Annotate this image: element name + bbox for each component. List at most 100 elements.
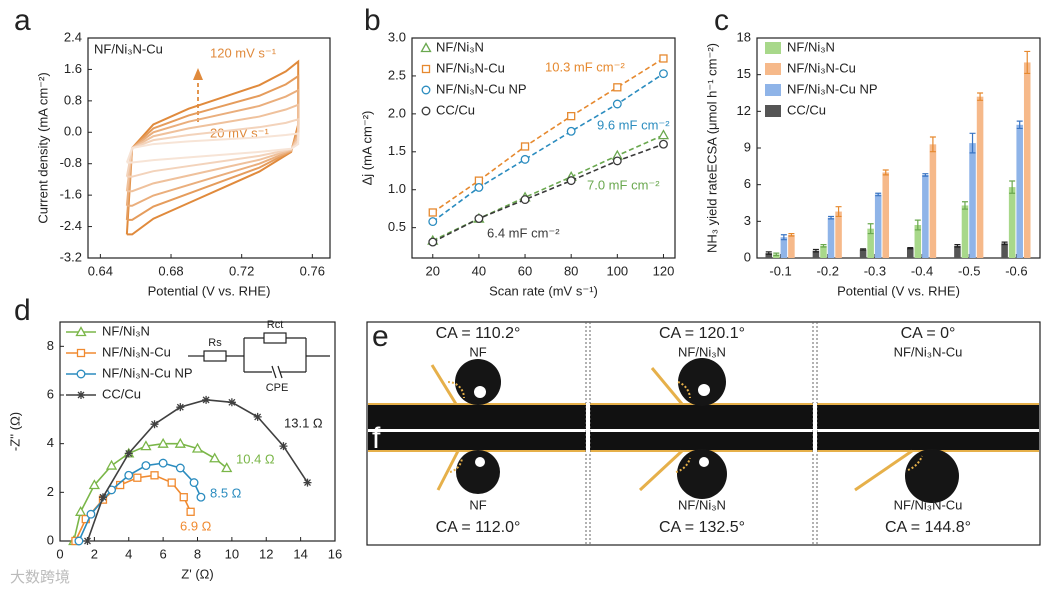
bar	[906, 248, 914, 258]
y-tick-label: 2	[47, 484, 54, 499]
legend-label: NF/Ni₃N-Cu	[436, 60, 505, 75]
x-tick-label: 60	[518, 263, 532, 278]
y-axis-label: -Z'' (Ω)	[7, 412, 22, 451]
panel-letter: d	[14, 294, 31, 327]
series-line	[86, 399, 309, 542]
marker	[140, 440, 152, 451]
x-tick-label: 0.76	[300, 263, 325, 278]
x-tick-label: 6	[160, 546, 167, 561]
error-bar	[765, 251, 772, 255]
annotation: 10.3 mF cm⁻²	[545, 59, 625, 74]
error-bar	[922, 173, 929, 177]
legend-swatch	[765, 84, 781, 96]
legend-label: NF/Ni₃N	[436, 39, 484, 54]
annotation: 120 mV s⁻¹	[210, 45, 277, 60]
bar	[976, 96, 984, 259]
bar	[954, 245, 961, 258]
marker	[474, 214, 484, 224]
marker	[520, 142, 530, 151]
marker	[428, 217, 438, 227]
y-tick-label: -1.6	[60, 187, 82, 202]
marker	[209, 452, 221, 463]
marker	[659, 139, 668, 149]
legend-label: NF/Ni₃N-Cu NP	[436, 81, 527, 96]
marker	[76, 348, 86, 358]
marker	[158, 458, 168, 468]
bar	[929, 144, 937, 258]
marker	[659, 69, 668, 79]
marker	[227, 398, 236, 407]
circuit-inset	[188, 332, 330, 379]
series-line	[125, 74, 300, 221]
contact-angle: CA = 0°	[901, 325, 956, 342]
x-tick-label: 8	[194, 546, 201, 561]
marker	[520, 195, 530, 205]
marker	[179, 493, 188, 502]
error-bar	[929, 136, 936, 153]
marker	[657, 129, 670, 140]
marker	[428, 208, 437, 217]
error-bar	[1001, 241, 1008, 246]
error-bar	[835, 206, 842, 218]
marker	[191, 442, 204, 453]
arrow-head	[193, 68, 203, 80]
error-bar	[914, 219, 921, 231]
marker	[420, 42, 432, 53]
marker	[175, 463, 185, 473]
y-tick-label: 1.0	[388, 181, 406, 196]
contact-angle: CA = 120.1°	[659, 325, 745, 342]
error-bar	[961, 201, 968, 210]
x-tick-label: 100	[606, 263, 628, 278]
error-bar	[812, 248, 819, 253]
x-tick-label: 2	[91, 546, 98, 561]
legend-label: CC/Cu	[436, 102, 475, 117]
x-tick-label: -0.1	[769, 263, 791, 278]
marker	[303, 478, 312, 487]
y-axis-label: Δj (mA cm⁻²)	[359, 111, 374, 186]
x-tick-label: -0.4	[911, 263, 933, 278]
plot-frame	[411, 37, 676, 259]
error-bar	[969, 132, 976, 154]
marker	[613, 83, 622, 92]
y-tick-label: 0	[47, 532, 54, 547]
bar	[780, 237, 788, 258]
legend-swatch	[765, 63, 781, 75]
contact-angle-panel: e f CA = 110.2° NF CA = 120.1° NF/Ni₃N C…	[366, 320, 1041, 546]
y-tick-label: 6	[47, 386, 54, 401]
legend-label: NF/Ni₃N-Cu NP	[787, 81, 878, 96]
x-axis-label: Potential (V vs. RHE)	[148, 283, 271, 298]
x-tick-label: 14	[293, 546, 307, 561]
marker	[124, 470, 134, 480]
contact-angle: CA = 112.0°	[436, 519, 521, 536]
marker	[124, 449, 133, 458]
marker	[86, 509, 96, 519]
marker	[421, 64, 431, 74]
marker	[421, 106, 431, 116]
bar	[914, 225, 922, 258]
annotation: 7.0 mF cm⁻²	[587, 177, 660, 192]
sample-label: NF/Ni₃N-Cu	[894, 497, 963, 512]
y-tick-label: 0	[744, 249, 751, 264]
x-tick-label: 16	[328, 546, 342, 561]
legend-swatch	[765, 105, 781, 117]
substrate-strip	[368, 432, 1039, 452]
y-tick-label: 9	[744, 139, 751, 154]
marker	[75, 326, 87, 337]
marker	[189, 478, 199, 488]
marker	[474, 182, 484, 192]
bar	[859, 249, 867, 258]
error-bar	[1016, 120, 1023, 130]
x-axis-label: Potential (V vs. RHE)	[837, 283, 960, 298]
x-tick-label: 0	[56, 546, 63, 561]
y-tick-label: 12	[737, 103, 751, 118]
bar	[922, 174, 929, 258]
series-line	[125, 132, 300, 164]
sample-label: NF	[469, 344, 486, 359]
bar	[765, 253, 773, 258]
y-tick-label: 3	[744, 213, 751, 228]
marker	[566, 176, 576, 186]
dividers	[585, 322, 818, 545]
marker	[566, 126, 576, 136]
marker	[150, 420, 159, 429]
annotation: 6.9 Ω	[180, 518, 212, 533]
